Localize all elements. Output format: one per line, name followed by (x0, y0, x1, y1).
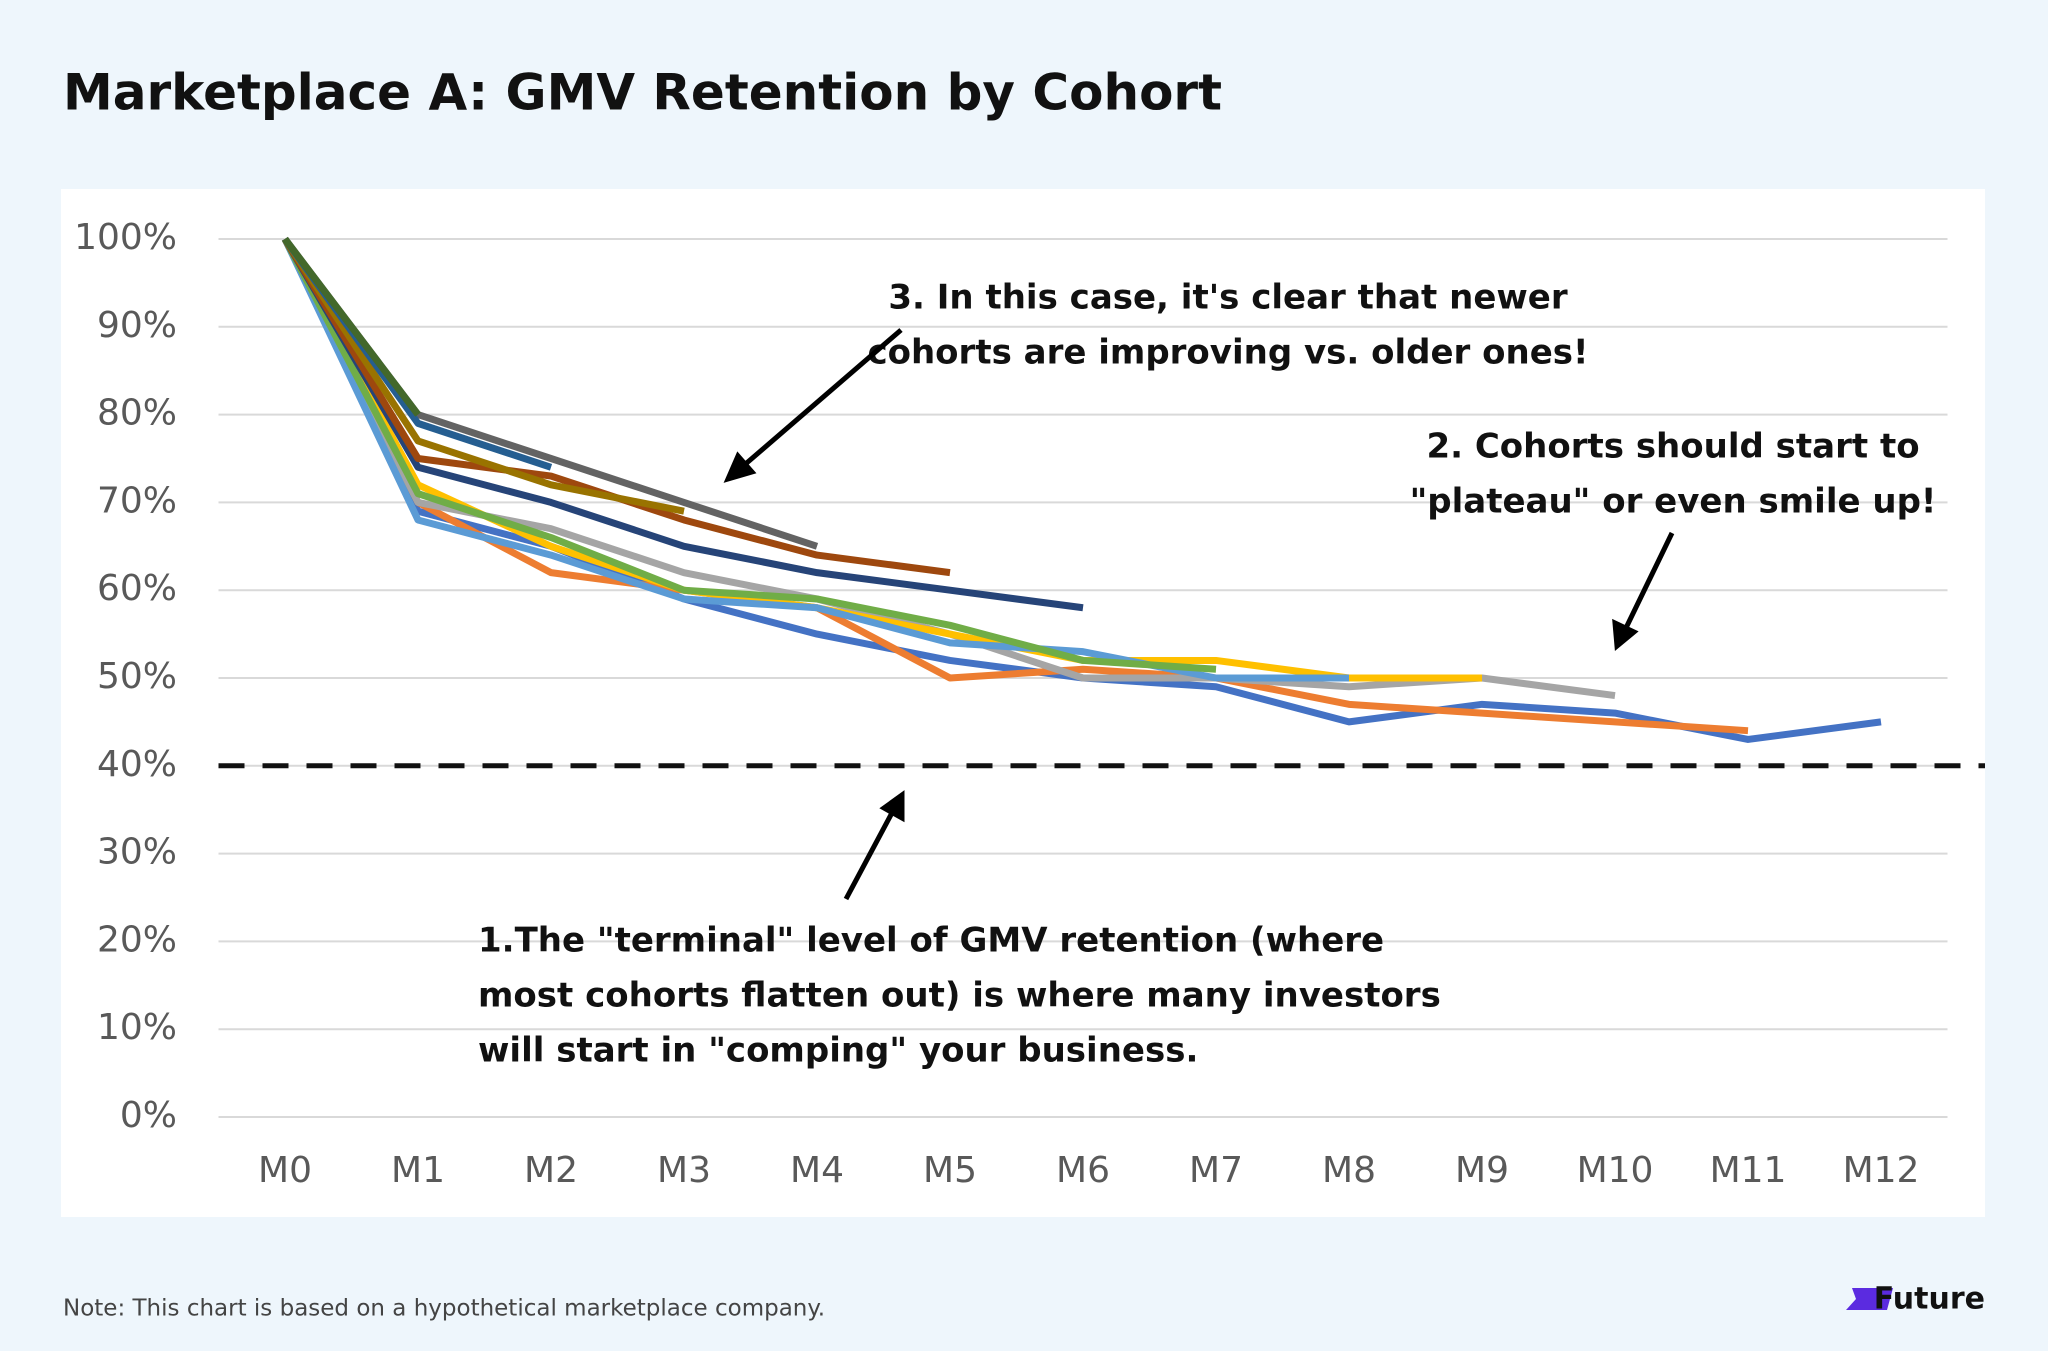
y-tick-label: 40% (97, 744, 177, 785)
y-tick-label: 50% (97, 656, 177, 697)
series-line (282, 237, 685, 515)
x-tick-label: M12 (1843, 1150, 1920, 1191)
arrow (1622, 531, 1675, 632)
series-line (282, 236, 421, 417)
x-tick-label: M6 (1056, 1150, 1110, 1191)
arrow-head (1612, 618, 1639, 651)
x-tick-label: M4 (790, 1150, 844, 1191)
x-tick-label: M1 (391, 1150, 445, 1191)
arrow (843, 809, 896, 901)
x-tick-label: M3 (657, 1150, 711, 1191)
annotation: most cohorts flatten out) is where many … (478, 976, 1441, 1016)
y-tick-label: 10% (97, 1007, 177, 1048)
y-tick-label: 100% (74, 217, 177, 258)
annotation: "plateau" or even smile up! (1410, 482, 1937, 522)
y-tick-label: 0% (120, 1095, 177, 1136)
y-tick-label: 90% (97, 305, 177, 346)
y-tick-label: 70% (97, 480, 177, 521)
arrows (723, 328, 1675, 901)
arrow-head (723, 451, 757, 483)
x-tick-label: M2 (524, 1150, 578, 1191)
y-tick-label: 20% (97, 919, 177, 960)
series-line (281, 237, 1217, 673)
footnote: Note: This chart is based on a hypotheti… (63, 1296, 825, 1322)
y-tick-label: 60% (97, 568, 177, 609)
annotation: cohorts are improving vs. older ones! (867, 333, 1588, 373)
x-tick-label: M0 (258, 1150, 312, 1191)
x-tick-label: M10 (1577, 1150, 1654, 1191)
x-tick-label: M9 (1455, 1150, 1509, 1191)
series-line (281, 237, 1084, 612)
y-tick-label: 80% (97, 393, 177, 434)
x-tick-label: M7 (1189, 1150, 1243, 1191)
x-tick-label: M5 (923, 1150, 977, 1191)
annotation: 3. In this case, it's clear that newer (888, 278, 1567, 318)
chart: 0% 10% 20% 30% 40% 50% 60% 70% 80% 90% 100% M0 M1 M2 M… (74, 217, 1985, 1191)
title: Marketplace A: GMV Retention by Cohort (63, 64, 1222, 122)
annotation: 2. Cohorts should start to (1426, 427, 1919, 467)
annotation: will start in "comping" your business. (478, 1031, 1198, 1071)
x-tick-label: M8 (1322, 1150, 1376, 1191)
chart-panel (61, 189, 1985, 1217)
x-tick-label: M11 (1710, 1150, 1787, 1191)
series-line (281, 237, 1749, 735)
y-tick-label: 30% (97, 832, 177, 873)
arrow (740, 328, 903, 469)
arrow-head (879, 790, 905, 823)
logo-icon (1846, 1288, 1893, 1310)
logo: Future (1874, 1282, 1985, 1317)
annotation: 1.The "terminal" level of GMV retention … (478, 921, 1384, 961)
